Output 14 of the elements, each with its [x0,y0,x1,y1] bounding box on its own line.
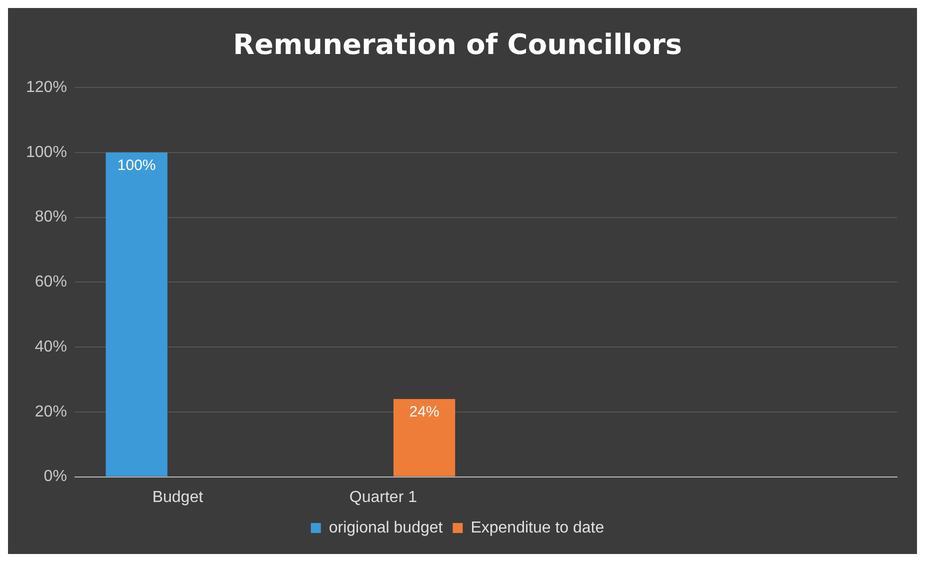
y-tick-label: 20% [34,403,67,420]
legend-label: Expenditue to date [470,519,604,536]
x-tick-label: Budget [152,488,204,506]
y-tick-label: 40% [34,338,67,356]
data-label: 100% [117,157,156,174]
legend-label: origional budget [328,519,444,536]
y-tick-label: 0% [44,468,67,486]
y-tick-label: 80% [34,208,67,226]
y-tick-label: 100% [26,144,67,161]
chart-title: Remuneration of Councillors [232,28,682,62]
y-tick-label: 60% [34,274,67,291]
data-label: 24% [409,404,440,421]
y-tick-label: 120% [26,79,67,96]
x-tick-label: Quarter 1 [349,488,418,506]
